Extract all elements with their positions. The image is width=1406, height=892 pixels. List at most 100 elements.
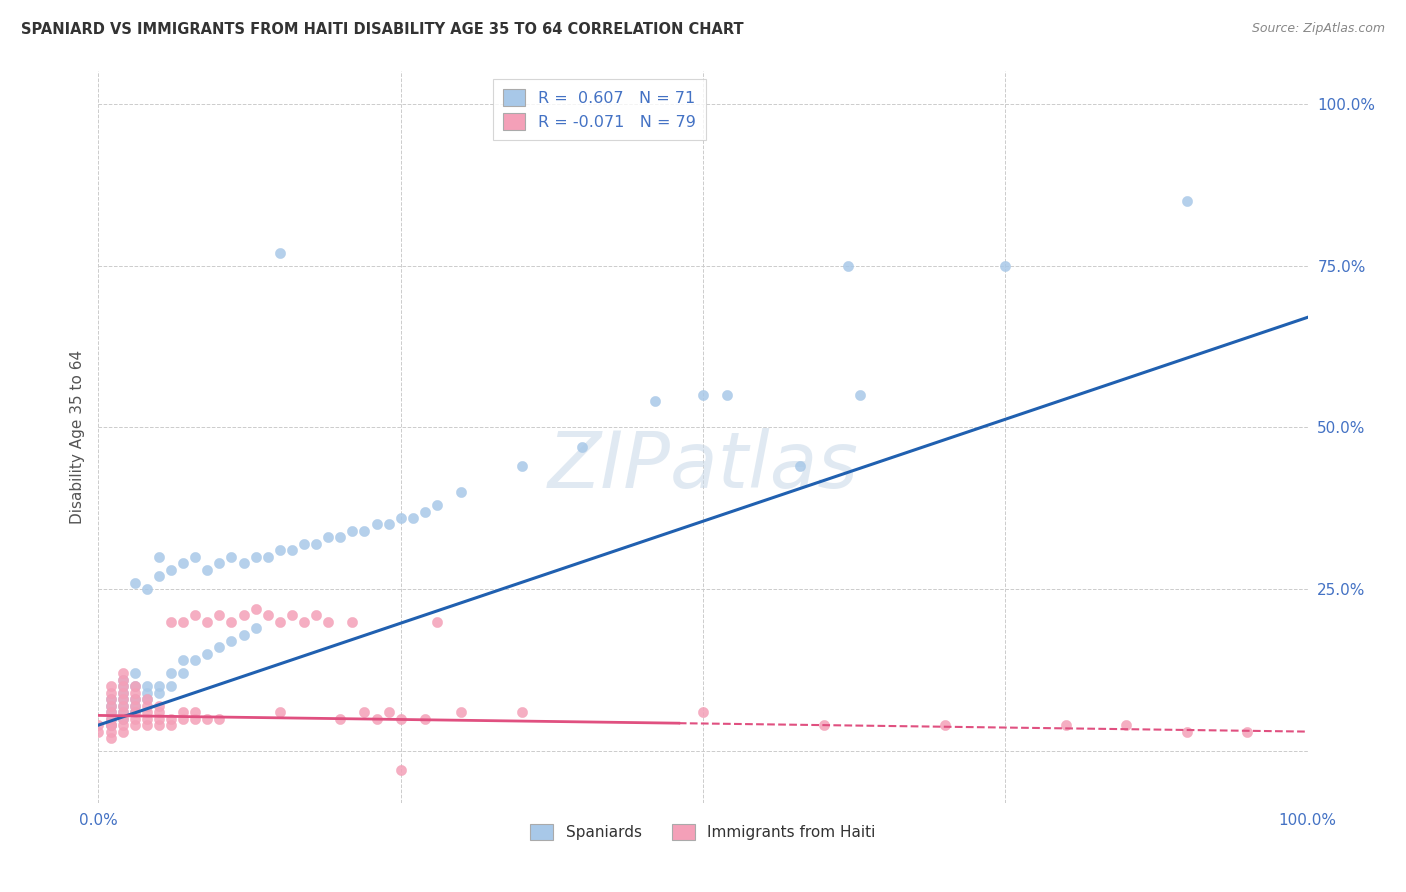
Point: [135, 718, 157, 732]
Point: [692, 388, 714, 402]
Point: [1175, 194, 1198, 208]
Y-axis label: Disability Age 35 to 64: Disability Age 35 to 64: [69, 350, 84, 524]
Point: [292, 537, 315, 551]
Point: [402, 511, 425, 525]
Point: [148, 705, 170, 719]
Point: [135, 692, 157, 706]
Point: [111, 705, 134, 719]
Point: [245, 621, 267, 635]
Point: [124, 698, 146, 713]
Point: [316, 615, 339, 629]
Point: [281, 543, 304, 558]
Point: [124, 712, 146, 726]
Point: [124, 666, 146, 681]
Point: [148, 549, 170, 564]
Point: [111, 679, 134, 693]
Point: [232, 608, 254, 623]
Point: [342, 615, 364, 629]
Point: [281, 608, 304, 623]
Point: [111, 698, 134, 713]
Point: [148, 686, 170, 700]
Point: [208, 557, 231, 571]
Point: [111, 705, 134, 719]
Point: [256, 549, 278, 564]
Point: [160, 563, 183, 577]
Point: [100, 718, 122, 732]
Point: [934, 718, 956, 732]
Point: [353, 705, 375, 719]
Point: [366, 712, 388, 726]
Point: [269, 245, 291, 260]
Point: [172, 653, 194, 667]
Point: [100, 692, 122, 706]
Point: [316, 530, 339, 544]
Point: [426, 498, 449, 512]
Point: [100, 724, 122, 739]
Point: [813, 718, 835, 732]
Point: [172, 666, 194, 681]
Point: [100, 718, 122, 732]
Point: [135, 712, 157, 726]
Point: [87, 718, 110, 732]
Legend: Spaniards, Immigrants from Haiti: Spaniards, Immigrants from Haiti: [524, 817, 882, 847]
Point: [100, 712, 122, 726]
Point: [184, 653, 207, 667]
Point: [389, 712, 412, 726]
Point: [87, 724, 110, 739]
Point: [100, 698, 122, 713]
Point: [849, 388, 872, 402]
Point: [221, 634, 243, 648]
Point: [377, 517, 399, 532]
Point: [100, 679, 122, 693]
Point: [245, 601, 267, 615]
Point: [111, 679, 134, 693]
Point: [366, 517, 388, 532]
Point: [124, 692, 146, 706]
Point: [172, 615, 194, 629]
Point: [100, 692, 122, 706]
Point: [160, 712, 183, 726]
Point: [111, 724, 134, 739]
Point: [789, 459, 811, 474]
Point: [135, 698, 157, 713]
Point: [292, 615, 315, 629]
Point: [172, 557, 194, 571]
Point: [450, 485, 472, 500]
Point: [135, 679, 157, 693]
Point: [100, 686, 122, 700]
Point: [148, 679, 170, 693]
Point: [135, 705, 157, 719]
Point: [208, 712, 231, 726]
Point: [245, 549, 267, 564]
Point: [100, 698, 122, 713]
Point: [184, 608, 207, 623]
Point: [184, 712, 207, 726]
Point: [716, 388, 738, 402]
Point: [195, 647, 218, 661]
Point: [124, 686, 146, 700]
Point: [124, 698, 146, 713]
Point: [111, 673, 134, 687]
Point: [353, 524, 375, 538]
Point: [450, 705, 472, 719]
Point: [111, 673, 134, 687]
Point: [692, 705, 714, 719]
Point: [160, 718, 183, 732]
Point: [124, 575, 146, 590]
Text: Source: ZipAtlas.com: Source: ZipAtlas.com: [1251, 22, 1385, 36]
Point: [1115, 718, 1137, 732]
Point: [100, 718, 122, 732]
Point: [837, 259, 859, 273]
Point: [111, 718, 134, 732]
Point: [111, 686, 134, 700]
Point: [124, 679, 146, 693]
Point: [510, 459, 533, 474]
Point: [160, 679, 183, 693]
Point: [1236, 724, 1258, 739]
Point: [124, 692, 146, 706]
Point: [329, 530, 352, 544]
Point: [184, 705, 207, 719]
Point: [221, 549, 243, 564]
Point: [389, 764, 412, 778]
Point: [232, 557, 254, 571]
